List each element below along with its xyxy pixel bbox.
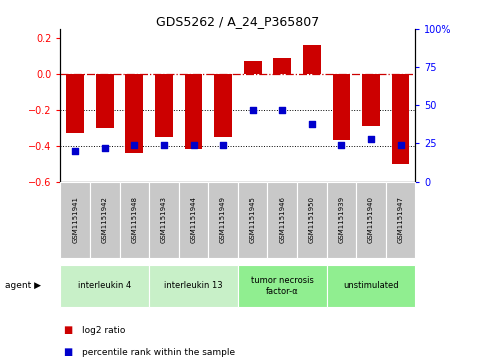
Text: GSM1151944: GSM1151944 [190, 196, 197, 243]
Point [278, 107, 286, 113]
Point [367, 136, 375, 142]
Bar [333, 74, 350, 140]
Text: GSM1151946: GSM1151946 [279, 196, 285, 243]
Text: log2 ratio: log2 ratio [82, 326, 126, 335]
Text: GSM1151941: GSM1151941 [72, 196, 78, 243]
Bar [155, 74, 173, 136]
Bar [303, 45, 321, 74]
Point [249, 107, 256, 113]
Bar [96, 74, 114, 128]
Bar [273, 58, 291, 74]
Text: GSM1151947: GSM1151947 [398, 196, 404, 243]
Text: ■: ■ [63, 325, 72, 335]
Text: unstimulated: unstimulated [343, 281, 399, 290]
Point [338, 142, 345, 148]
Text: interleukin 13: interleukin 13 [164, 281, 223, 290]
Bar [185, 74, 202, 149]
Text: GSM1151943: GSM1151943 [161, 196, 167, 243]
Title: GDS5262 / A_24_P365807: GDS5262 / A_24_P365807 [156, 15, 319, 28]
Text: GSM1151939: GSM1151939 [339, 196, 344, 243]
Point [101, 145, 109, 151]
Point [219, 142, 227, 148]
Point [308, 121, 316, 126]
Point [71, 148, 79, 154]
Point [130, 142, 138, 148]
Text: GSM1151950: GSM1151950 [309, 196, 315, 243]
Bar [126, 74, 143, 153]
Text: tumor necrosis
factor-α: tumor necrosis factor-α [251, 276, 313, 295]
Text: GSM1151940: GSM1151940 [368, 196, 374, 243]
Text: agent ▶: agent ▶ [5, 281, 41, 290]
Bar [66, 74, 84, 133]
Bar [244, 61, 262, 74]
Text: GSM1151949: GSM1151949 [220, 196, 226, 243]
Text: GSM1151942: GSM1151942 [102, 196, 108, 243]
Point [160, 142, 168, 148]
Text: interleukin 4: interleukin 4 [78, 281, 131, 290]
Point [397, 142, 404, 148]
Point [190, 142, 198, 148]
Bar [214, 74, 232, 136]
Text: ■: ■ [63, 347, 72, 357]
Text: GSM1151945: GSM1151945 [250, 196, 256, 243]
Bar [362, 74, 380, 126]
Text: GSM1151948: GSM1151948 [131, 196, 137, 243]
Text: percentile rank within the sample: percentile rank within the sample [82, 348, 235, 356]
Bar [392, 74, 410, 164]
